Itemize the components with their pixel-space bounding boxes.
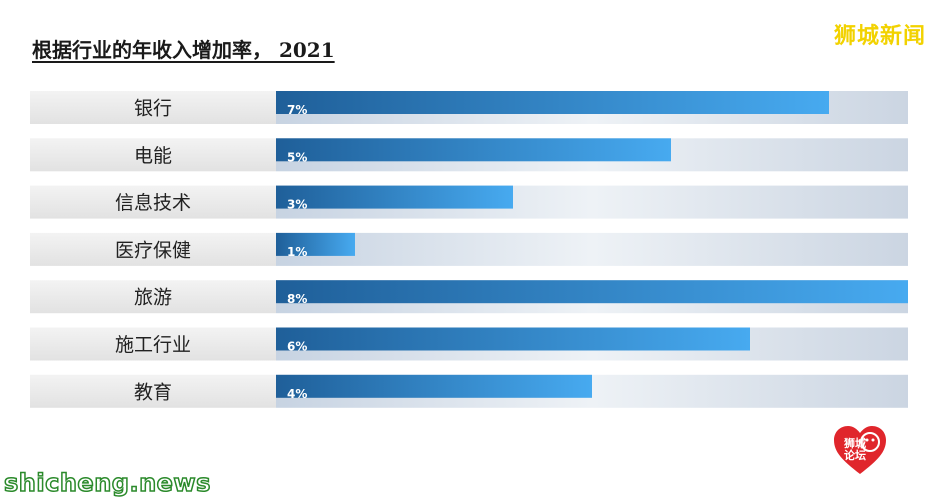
bar-value-label: 6% bbox=[287, 340, 307, 354]
bar-row: 医疗保健 1% bbox=[30, 232, 908, 266]
seal-text: 狮城论坛 bbox=[844, 437, 866, 462]
category-label: 旅游 bbox=[134, 287, 172, 309]
category-label-bg bbox=[30, 185, 276, 219]
category-label: 教育 bbox=[134, 381, 172, 403]
bar bbox=[276, 280, 908, 304]
bar-row: 教育 4% bbox=[30, 374, 908, 408]
bar-value-label: 7% bbox=[287, 103, 307, 117]
bar-value-label: 3% bbox=[287, 198, 307, 212]
bar-value-label: 8% bbox=[287, 292, 307, 306]
category-label-bg bbox=[30, 91, 276, 124]
seal-heart-icon bbox=[834, 426, 886, 474]
bar-row: 银行 7% bbox=[30, 91, 908, 124]
bar-track bbox=[276, 232, 908, 266]
bar bbox=[276, 185, 513, 209]
bar-row: 电能 5% bbox=[30, 138, 908, 172]
category-label-bg bbox=[30, 374, 276, 408]
bar-value-label: 4% bbox=[287, 387, 307, 401]
bar bbox=[276, 232, 355, 256]
bar bbox=[276, 138, 671, 162]
bar-value-label: 5% bbox=[287, 150, 307, 164]
category-label-bg bbox=[30, 138, 276, 172]
bar-row: 旅游 8% bbox=[30, 280, 908, 314]
brand-logo-text: 狮城新闻 bbox=[833, 24, 926, 49]
bar bbox=[276, 327, 750, 351]
bar bbox=[276, 374, 592, 398]
bar-row: 信息技术 3% bbox=[30, 185, 908, 219]
category-label-bg bbox=[30, 232, 276, 266]
site-watermark: shicheng.news bbox=[3, 468, 211, 498]
category-label: 施工行业 bbox=[115, 334, 191, 356]
chart-title: 根据行业的年收入增加率， 2021 bbox=[32, 38, 335, 62]
category-label: 信息技术 bbox=[115, 192, 191, 214]
category-label: 电能 bbox=[134, 145, 172, 167]
category-label: 医疗保健 bbox=[115, 239, 191, 261]
category-label-bg bbox=[30, 327, 276, 361]
bar bbox=[276, 91, 829, 114]
bar-row: 施工行业 6% bbox=[30, 327, 908, 361]
category-label-bg bbox=[30, 280, 276, 314]
category-label: 银行 bbox=[134, 98, 172, 120]
bar-value-label: 1% bbox=[287, 245, 307, 259]
